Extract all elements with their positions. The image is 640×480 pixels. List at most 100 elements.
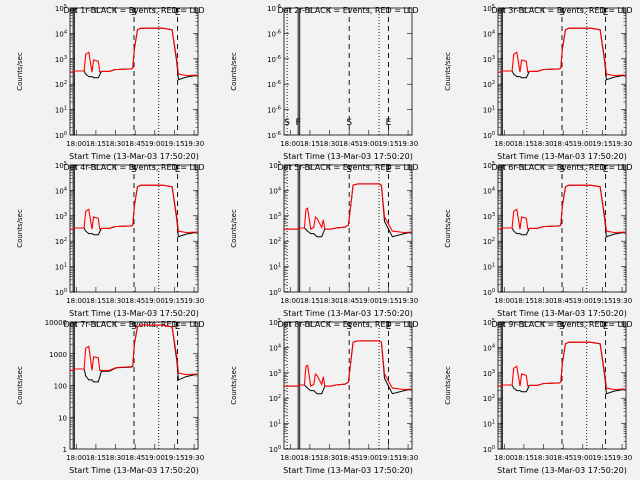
x-tick-label: 19:15 xyxy=(164,454,184,462)
x-tick-label: 19:00 xyxy=(573,297,593,305)
y-tick-label: 105 xyxy=(55,4,67,13)
events-rate-line xyxy=(284,340,413,395)
y-tick-label: 100 xyxy=(269,445,281,454)
x-tick-label: 18:00 xyxy=(494,297,514,305)
x-tick-label: 18:00 xyxy=(280,454,300,462)
y-tick-label: 10-6 xyxy=(267,131,281,140)
y-tick-label: 100 xyxy=(55,288,67,297)
event-marker-label: S xyxy=(346,165,352,175)
x-tick-label: 19:15 xyxy=(164,140,184,148)
y-tick-label: 104 xyxy=(55,186,67,195)
x-tick-label: 18:30 xyxy=(105,454,125,462)
y-tick-label: 101 xyxy=(55,106,67,115)
event-marker-label: S xyxy=(131,322,137,332)
y-tick-label: 102 xyxy=(483,80,495,89)
x-tick-label: 18:00 xyxy=(494,454,514,462)
x-tick-label: 19:00 xyxy=(359,454,379,462)
y-axis-label: Counts/sec xyxy=(444,209,452,248)
y-tick-label: 105 xyxy=(483,318,495,327)
event-marker-label: E xyxy=(175,8,181,18)
x-axis-label: Start Time (13-Mar-03 17:50:20) xyxy=(283,309,413,318)
y-tick-label: 102 xyxy=(483,237,495,246)
x-tick-label: 18:15 xyxy=(300,140,320,148)
x-tick-label: 19:30 xyxy=(184,454,204,462)
y-tick-label: 103 xyxy=(55,212,67,221)
x-tick-label: 18:00 xyxy=(66,297,86,305)
lld-rate-line xyxy=(498,341,627,391)
x-tick-label: 19:30 xyxy=(612,297,632,305)
event-marker-label: S xyxy=(346,322,352,332)
lld-rate-line xyxy=(498,27,627,77)
y-tick-label: 100 xyxy=(55,131,67,140)
event-marker-label: S xyxy=(284,118,290,128)
x-tick-label: 18:45 xyxy=(339,454,359,462)
lld-rate-line xyxy=(70,27,199,77)
plot-frame xyxy=(283,321,413,450)
events-rate-line xyxy=(284,183,413,238)
y-tick-label: 105 xyxy=(483,161,495,170)
x-tick-label: 19:15 xyxy=(378,140,398,148)
y-tick-label: 103 xyxy=(483,212,495,221)
x-tick-label: 18:00 xyxy=(280,140,300,148)
y-tick-label: 10 xyxy=(58,414,67,422)
event-marker-label: S xyxy=(559,322,565,332)
x-tick-label: 19:00 xyxy=(359,140,379,148)
y-axis-label: Counts/sec xyxy=(230,52,238,91)
x-tick-label: 18:45 xyxy=(553,297,573,305)
panel-det-4: Det 4r-BLACK = Events, RED = LLDCounts/s… xyxy=(16,161,205,318)
x-tick-label: 19:00 xyxy=(359,297,379,305)
lld-rate-line xyxy=(498,184,627,234)
x-tick-label: 18:15 xyxy=(86,454,106,462)
x-tick-label: 19:30 xyxy=(398,454,418,462)
x-tick-label: 18:45 xyxy=(339,140,359,148)
y-tick-label: 100 xyxy=(54,383,67,391)
x-tick-label: 18:30 xyxy=(105,140,125,148)
event-marker-label: S xyxy=(559,165,565,175)
y-tick-label: 103 xyxy=(483,369,495,378)
x-tick-label: 18:30 xyxy=(533,140,553,148)
x-tick-label: 18:00 xyxy=(280,297,300,305)
x-axis-label: Start Time (13-Mar-03 17:50:20) xyxy=(497,152,627,161)
lld-rate-line xyxy=(70,184,199,234)
y-tick-label: 100 xyxy=(483,131,495,140)
event-marker-label: E xyxy=(386,118,392,128)
x-tick-label: 18:15 xyxy=(300,454,320,462)
y-tick-label: 101 xyxy=(483,263,495,272)
x-tick-label: 18:45 xyxy=(339,297,359,305)
x-tick-label: 19:00 xyxy=(145,297,165,305)
y-axis-label: Counts/sec xyxy=(16,366,24,405)
y-axis-label: Counts/sec xyxy=(444,52,452,91)
y-tick-label: 104 xyxy=(483,29,495,38)
panel-det-6: Det 6r-BLACK = Events, RED = LLDCounts/s… xyxy=(444,161,633,318)
x-tick-label: 18:45 xyxy=(125,140,145,148)
x-tick-label: 18:15 xyxy=(514,454,534,462)
x-tick-label: 19:00 xyxy=(145,454,165,462)
event-marker-label: E xyxy=(386,165,392,175)
x-axis-label: Start Time (13-Mar-03 17:50:20) xyxy=(283,152,413,161)
y-tick-label: 102 xyxy=(55,237,67,246)
y-tick-label: 102 xyxy=(483,394,495,403)
y-tick-label: 1 xyxy=(63,446,67,454)
x-axis-label: Start Time (13-Mar-03 17:50:20) xyxy=(497,309,627,318)
x-tick-label: 18:00 xyxy=(494,140,514,148)
y-tick-label: 104 xyxy=(269,186,281,195)
y-tick-label: 103 xyxy=(483,55,495,64)
x-tick-label: 18:30 xyxy=(533,297,553,305)
y-tick-label: 101 xyxy=(55,263,67,272)
x-axis-label: Start Time (13-Mar-03 17:50:20) xyxy=(497,466,627,475)
y-tick-label: 10-6 xyxy=(267,4,281,13)
y-tick-label: 100 xyxy=(269,288,281,297)
y-tick-label: 102 xyxy=(269,237,281,246)
x-axis-label: Start Time (13-Mar-03 17:50:20) xyxy=(69,152,199,161)
x-tick-label: 19:15 xyxy=(592,297,612,305)
y-tick-label: 101 xyxy=(269,263,281,272)
plot-frame xyxy=(283,164,413,293)
event-marker-label: S xyxy=(346,118,352,128)
panel-title: Det 8r-BLACK = Events, RED = LLD xyxy=(277,320,418,329)
panel-det-9: Det 9r-BLACK = Events, RED = LLDCounts/s… xyxy=(444,318,633,475)
event-marker-label: S xyxy=(559,8,565,18)
event-marker-label: E xyxy=(603,8,609,18)
x-tick-label: 18:15 xyxy=(86,297,106,305)
x-tick-label: 18:15 xyxy=(300,297,320,305)
